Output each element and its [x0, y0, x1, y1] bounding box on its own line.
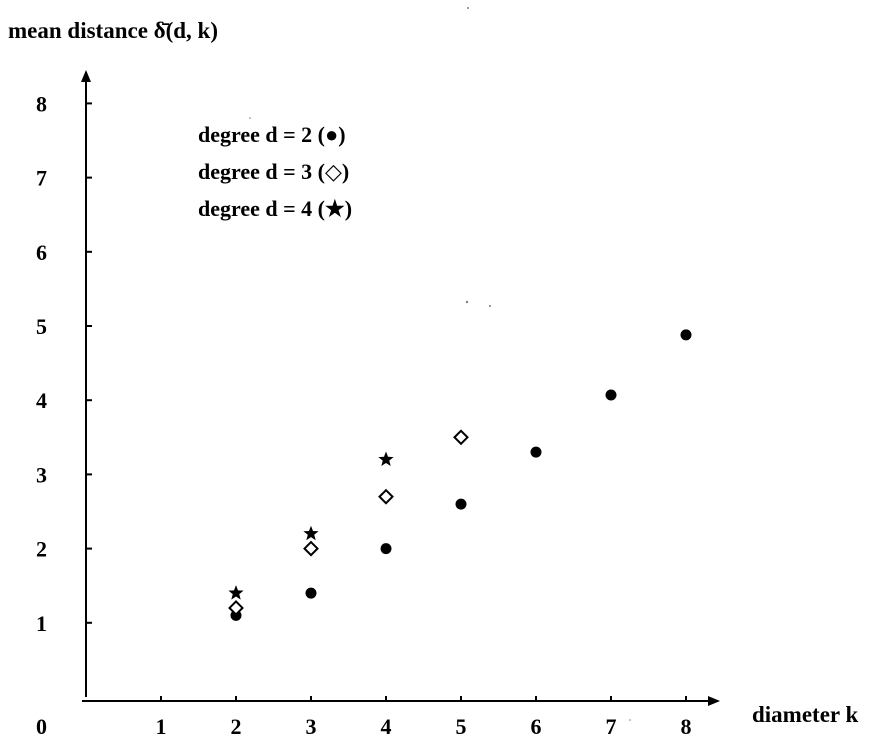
point-d2: [305, 587, 317, 599]
point-d4: [228, 585, 244, 600]
legend-entry-d4: degree d = 4 (★): [198, 196, 352, 221]
point-d2: [530, 446, 542, 458]
point-d3: [303, 540, 319, 557]
point-d3: [378, 488, 394, 505]
x-tick-label: 2: [231, 714, 242, 739]
y-axis-title: mean distance δ̄(d, k): [8, 18, 218, 43]
point-d2: [605, 389, 617, 401]
point-d4: [303, 525, 319, 541]
y-tick-label: 1: [36, 611, 47, 636]
point-d2: [680, 329, 692, 341]
x-tick-label: 4: [381, 714, 392, 739]
y-tick-label: 7: [36, 166, 47, 191]
point-d3: [453, 429, 469, 446]
y-tick-label: 2: [36, 537, 47, 562]
x-tick-label: 1: [156, 714, 167, 739]
x-axis-title: diameter k: [752, 702, 858, 727]
point-d3: [228, 600, 244, 616]
x-tick-label: 5: [456, 714, 467, 739]
legend-entry-d2: degree d = 2 (●): [198, 122, 346, 147]
y-tick-label: 8: [36, 91, 47, 116]
y-tick-label: 3: [36, 462, 47, 487]
point-d2: [455, 498, 467, 510]
scan-specks: [249, 7, 631, 721]
x-tick-group: 1 2 3 4 5 6 7 8: [156, 696, 692, 739]
legend-entry-d3: degree d = 3 (◇): [198, 159, 349, 184]
x-tick-label: 7: [606, 714, 617, 739]
y-tick-label: 6: [36, 240, 47, 265]
legend: degree d = 2 (●) degree d = 3 (◇) degree…: [198, 122, 352, 221]
y-tick-group: 1 2 3 4 5 6 7 8: [36, 91, 92, 636]
y-tick-label: 4: [36, 388, 47, 413]
x-tick-label: 3: [306, 714, 317, 739]
x-tick-label: 8: [681, 714, 692, 739]
point-d2: [380, 543, 392, 555]
x-tick-label: 6: [531, 714, 542, 739]
origin-label: 0: [36, 714, 47, 739]
point-d4: [378, 451, 394, 467]
data-marks: [228, 329, 692, 621]
y-tick-label: 5: [36, 314, 47, 339]
